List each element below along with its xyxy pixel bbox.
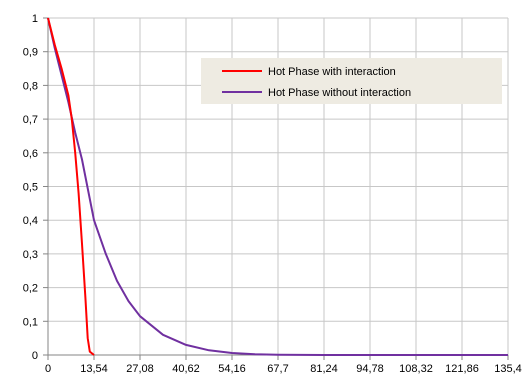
x-tick-label: 27,08 bbox=[126, 363, 154, 375]
y-tick-label: 0,8 bbox=[23, 80, 38, 92]
y-tick-label: 0,6 bbox=[23, 148, 38, 160]
series-line-1 bbox=[47, 17, 95, 356]
x-tick-label: 121,86 bbox=[445, 363, 479, 375]
legend-label-series-2: Hot Phase without interaction bbox=[268, 87, 411, 99]
y-tick-label: 0,1 bbox=[23, 316, 38, 328]
x-tick-label: 13,54 bbox=[80, 363, 108, 375]
y-tick-label: 0,4 bbox=[23, 215, 38, 227]
gridlines bbox=[48, 17, 509, 355]
x-tick-label: 40,62 bbox=[172, 363, 200, 375]
x-tick-label: 94,78 bbox=[356, 363, 384, 375]
y-tick-label: 1 bbox=[32, 13, 38, 25]
y-tick-label: 0,2 bbox=[23, 283, 38, 295]
x-tick-label: 135,4 bbox=[494, 363, 522, 375]
legend: Hot Phase with interaction Hot Phase wit… bbox=[201, 58, 502, 104]
x-tick-label: 67,7 bbox=[267, 363, 288, 375]
y-tick-label: 0,9 bbox=[23, 47, 38, 59]
x-tick-label: 108,32 bbox=[399, 363, 433, 375]
tick-labels: 0 0,1 0,2 0,3 0,4 0,5 0,6 0,7 0,8 0,9 1 0 13,54 27,08… bbox=[23, 13, 522, 375]
legend-label-series-1: Hot Phase with interaction bbox=[268, 66, 396, 78]
x-tick-label: 54,16 bbox=[218, 363, 246, 375]
y-tick-label: 0,7 bbox=[23, 114, 38, 126]
legend-box bbox=[201, 58, 502, 104]
x-tick-label: 81,24 bbox=[310, 363, 338, 375]
series-lines bbox=[47, 17, 508, 356]
y-tick-label: 0,3 bbox=[23, 249, 38, 261]
y-tick-label: 0,5 bbox=[23, 182, 38, 194]
x-tick-label: 0 bbox=[45, 363, 51, 375]
y-tick-label: 0 bbox=[32, 350, 38, 362]
